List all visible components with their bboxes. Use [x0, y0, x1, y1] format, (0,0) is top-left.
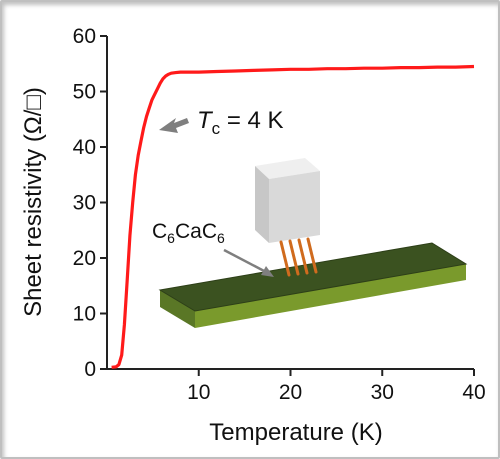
y-tick-label: 0: [84, 358, 96, 381]
y-tick-label: 10: [73, 303, 96, 326]
material-label: C6CaC6: [152, 220, 225, 246]
x-axis-label: Temperature (K): [209, 419, 382, 446]
probe-block: [255, 158, 320, 243]
tc-label: Tc = 4 K: [197, 107, 284, 138]
y-axis-label: Sheet resistivity (Ω/□): [20, 87, 47, 317]
y-tick-label: 50: [73, 81, 96, 104]
x-ticks: 10 20 30 40: [187, 369, 486, 404]
y-ticks: 0 10 20 30 40 50 60: [73, 25, 107, 381]
x-tick-label: 20: [279, 381, 302, 404]
y-tick-label: 60: [73, 25, 96, 48]
series-line: [111, 64, 475, 369]
material-arrow-shaft: [223, 248, 267, 274]
y-tick-label: 20: [73, 247, 96, 270]
x-tick-label: 30: [371, 381, 394, 404]
sample-slab: [158, 242, 468, 328]
y-tick-label: 30: [73, 192, 96, 215]
probe-needles: [279, 237, 318, 277]
tc-arrow: [159, 118, 189, 133]
x-tick-label: 40: [462, 381, 485, 404]
x-tick-label: 10: [187, 381, 210, 404]
material-arrow-head: [261, 266, 274, 277]
y-tick-label: 40: [73, 136, 96, 159]
